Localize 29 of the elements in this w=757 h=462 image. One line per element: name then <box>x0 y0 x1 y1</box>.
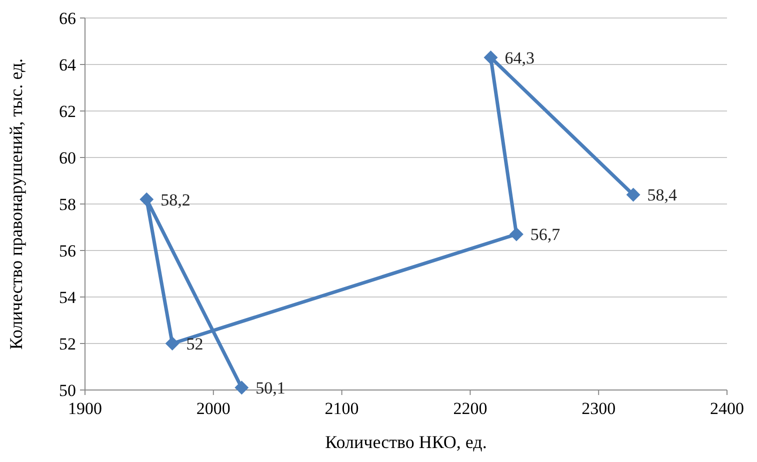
y-tick-label: 64 <box>59 56 76 74</box>
point <box>484 50 498 65</box>
x-tick-label: 2000 <box>196 399 230 418</box>
x-tick-label: 2200 <box>453 399 488 418</box>
point <box>234 380 249 395</box>
data-label: 52 <box>186 334 204 354</box>
y-tick-label: 66 <box>59 9 76 28</box>
y-tick-label: 58 <box>59 195 76 214</box>
x-tick-label: 1900 <box>68 399 102 418</box>
y-tick-label: 62 <box>59 102 76 121</box>
x-tick-label: 2400 <box>710 399 744 418</box>
data-label: 64,3 <box>504 48 534 68</box>
x-tick-label: 2100 <box>324 399 359 418</box>
y-tick-label: 50 <box>59 381 76 400</box>
point <box>509 227 524 242</box>
point <box>626 188 640 202</box>
y-tick-label: 54 <box>59 288 76 307</box>
y-axis-title: Количество правонарушений, тыс. ед. <box>6 58 26 350</box>
y-tick-label: 60 <box>59 148 76 168</box>
y-tick-label: 56 <box>59 242 76 260</box>
data-label: 50,1 <box>256 378 286 398</box>
point <box>140 192 154 206</box>
data-label: 58,2 <box>160 190 190 210</box>
point <box>165 336 180 350</box>
data-label: 56,7 <box>530 225 561 244</box>
y-tick-label: 52 <box>59 334 76 354</box>
x-axis-title: Количество НКО, ед. <box>325 432 487 452</box>
data-label: 58,4 <box>647 186 678 205</box>
x-tick-label: 2300 <box>582 399 616 418</box>
